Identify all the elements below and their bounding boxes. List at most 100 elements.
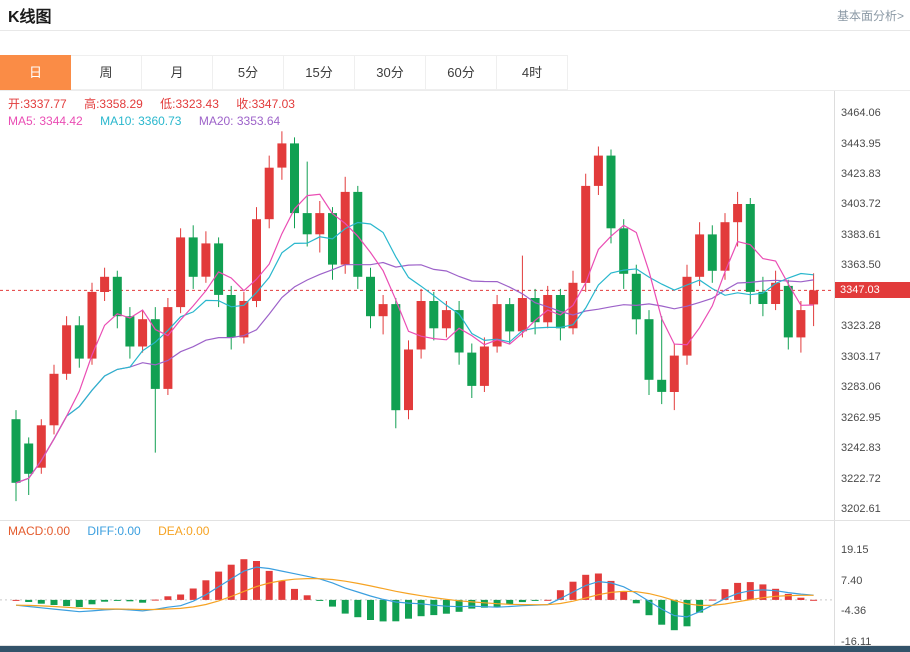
close-value: 3347.03 — [251, 97, 295, 111]
price-axis-label: 3443.95 — [841, 138, 881, 150]
candle[interactable] — [809, 290, 819, 305]
candle[interactable] — [315, 213, 325, 235]
candle[interactable] — [771, 282, 781, 304]
candle[interactable] — [492, 304, 502, 347]
tab-15分[interactable]: 15分 — [284, 55, 355, 90]
candle[interactable] — [62, 325, 72, 374]
macd-histogram-bar — [810, 599, 818, 601]
tab-60分[interactable]: 60分 — [426, 55, 497, 90]
candle[interactable] — [733, 204, 743, 223]
candle[interactable] — [100, 276, 110, 292]
candle[interactable] — [593, 155, 603, 186]
candle[interactable] — [581, 185, 591, 283]
macd-chart[interactable]: MACD:0.00 DIFF:0.00 DEA:0.00 — [0, 521, 835, 645]
candle[interactable] — [49, 373, 59, 426]
candle[interactable] — [619, 228, 629, 274]
candle[interactable] — [783, 285, 793, 338]
candle[interactable] — [366, 276, 375, 317]
candle[interactable] — [11, 419, 21, 483]
tab-30分[interactable]: 30分 — [355, 55, 426, 90]
candle[interactable] — [416, 301, 426, 350]
candle[interactable] — [796, 310, 806, 338]
candle[interactable] — [150, 319, 160, 389]
macd-histogram-bar — [797, 597, 805, 600]
macd-histogram-bar — [12, 599, 20, 601]
tab-日[interactable]: 日 — [0, 55, 71, 90]
macd-histogram-bar — [227, 564, 235, 600]
candle[interactable] — [543, 295, 553, 323]
candle[interactable] — [695, 234, 705, 277]
candle[interactable] — [188, 237, 198, 277]
candle[interactable] — [163, 307, 173, 389]
macd-histogram-bar — [620, 591, 628, 600]
page-title: K线图 — [8, 9, 52, 26]
candle[interactable] — [125, 316, 135, 347]
candle[interactable] — [112, 276, 122, 317]
macd-histogram-bar — [177, 594, 185, 600]
tab-月[interactable]: 月 — [142, 55, 213, 90]
candle[interactable] — [479, 346, 489, 386]
kline-canvas[interactable] — [0, 91, 834, 520]
fundamental-analysis-link[interactable]: 基本面分析> — [836, 8, 904, 23]
candle[interactable] — [226, 295, 236, 338]
macd-histogram-bar — [291, 588, 298, 600]
candle[interactable] — [644, 319, 654, 380]
candle[interactable] — [441, 310, 451, 329]
candle[interactable] — [707, 234, 717, 271]
candle[interactable] — [745, 204, 755, 292]
macd-panel: MACD:0.00 DIFF:0.00 DEA:0.00 19.15 7.40 -4… — [0, 520, 910, 648]
candle[interactable] — [24, 443, 34, 474]
candle[interactable] — [391, 304, 401, 411]
candle[interactable] — [378, 304, 388, 317]
ma5-line — [15, 193, 814, 484]
candle[interactable] — [404, 349, 413, 411]
candle[interactable] — [201, 243, 211, 277]
candle[interactable] — [87, 291, 97, 359]
candle[interactable] — [176, 237, 186, 308]
macd-histogram-bar — [189, 588, 197, 600]
ma20-label: MA20: — [198, 114, 237, 128]
candle[interactable] — [290, 143, 299, 214]
ma10-line — [15, 221, 814, 484]
candle[interactable] — [669, 355, 679, 392]
tab-5分[interactable]: 5分 — [213, 55, 284, 90]
candle[interactable] — [517, 298, 527, 332]
macd-histogram-bar — [253, 561, 260, 600]
candle[interactable] — [239, 301, 249, 338]
ma20-value: 3353.64 — [236, 114, 281, 128]
macd-histogram-bar — [63, 599, 71, 607]
candle[interactable] — [302, 213, 312, 235]
candle[interactable] — [252, 219, 261, 301]
candle[interactable] — [505, 304, 515, 332]
candle[interactable] — [429, 301, 439, 329]
candle[interactable] — [353, 191, 363, 277]
candle[interactable] — [657, 379, 667, 392]
candle[interactable] — [682, 276, 692, 356]
candle[interactable] — [277, 143, 287, 168]
macd-histogram-bar — [139, 599, 147, 603]
tab-4时[interactable]: 4时 — [497, 55, 568, 90]
candle[interactable] — [758, 291, 768, 304]
candle[interactable] — [264, 167, 274, 220]
dea-value: DEA:0.00 — [158, 524, 210, 538]
candle[interactable] — [36, 425, 46, 468]
kline-chart[interactable]: 开:3337.77 高:3358.29 低:3323.43 收:3347.03 … — [0, 91, 835, 520]
macd-histogram-bar — [379, 599, 387, 622]
macd-histogram-bar — [759, 584, 767, 600]
macd-histogram-bar — [25, 599, 33, 602]
candle[interactable] — [138, 319, 148, 347]
macd-value-axis: 19.15 7.40 -4.36 -16.11 — [835, 521, 910, 648]
candle[interactable] — [214, 243, 224, 295]
macd-canvas[interactable] — [0, 521, 834, 645]
open-label: 开: — [8, 97, 24, 111]
candle[interactable] — [720, 222, 730, 271]
tab-周[interactable]: 周 — [71, 55, 142, 90]
macd-histogram-bar — [202, 580, 210, 600]
candle[interactable] — [467, 352, 477, 386]
candle[interactable] — [606, 155, 616, 229]
ma-readout: MA5: 3344.42 MA10: 3360.73 MA20: 3353.64 — [8, 114, 294, 128]
candle[interactable] — [530, 298, 540, 323]
candle[interactable] — [454, 310, 464, 353]
candle[interactable] — [631, 273, 641, 320]
candle[interactable] — [74, 325, 84, 359]
